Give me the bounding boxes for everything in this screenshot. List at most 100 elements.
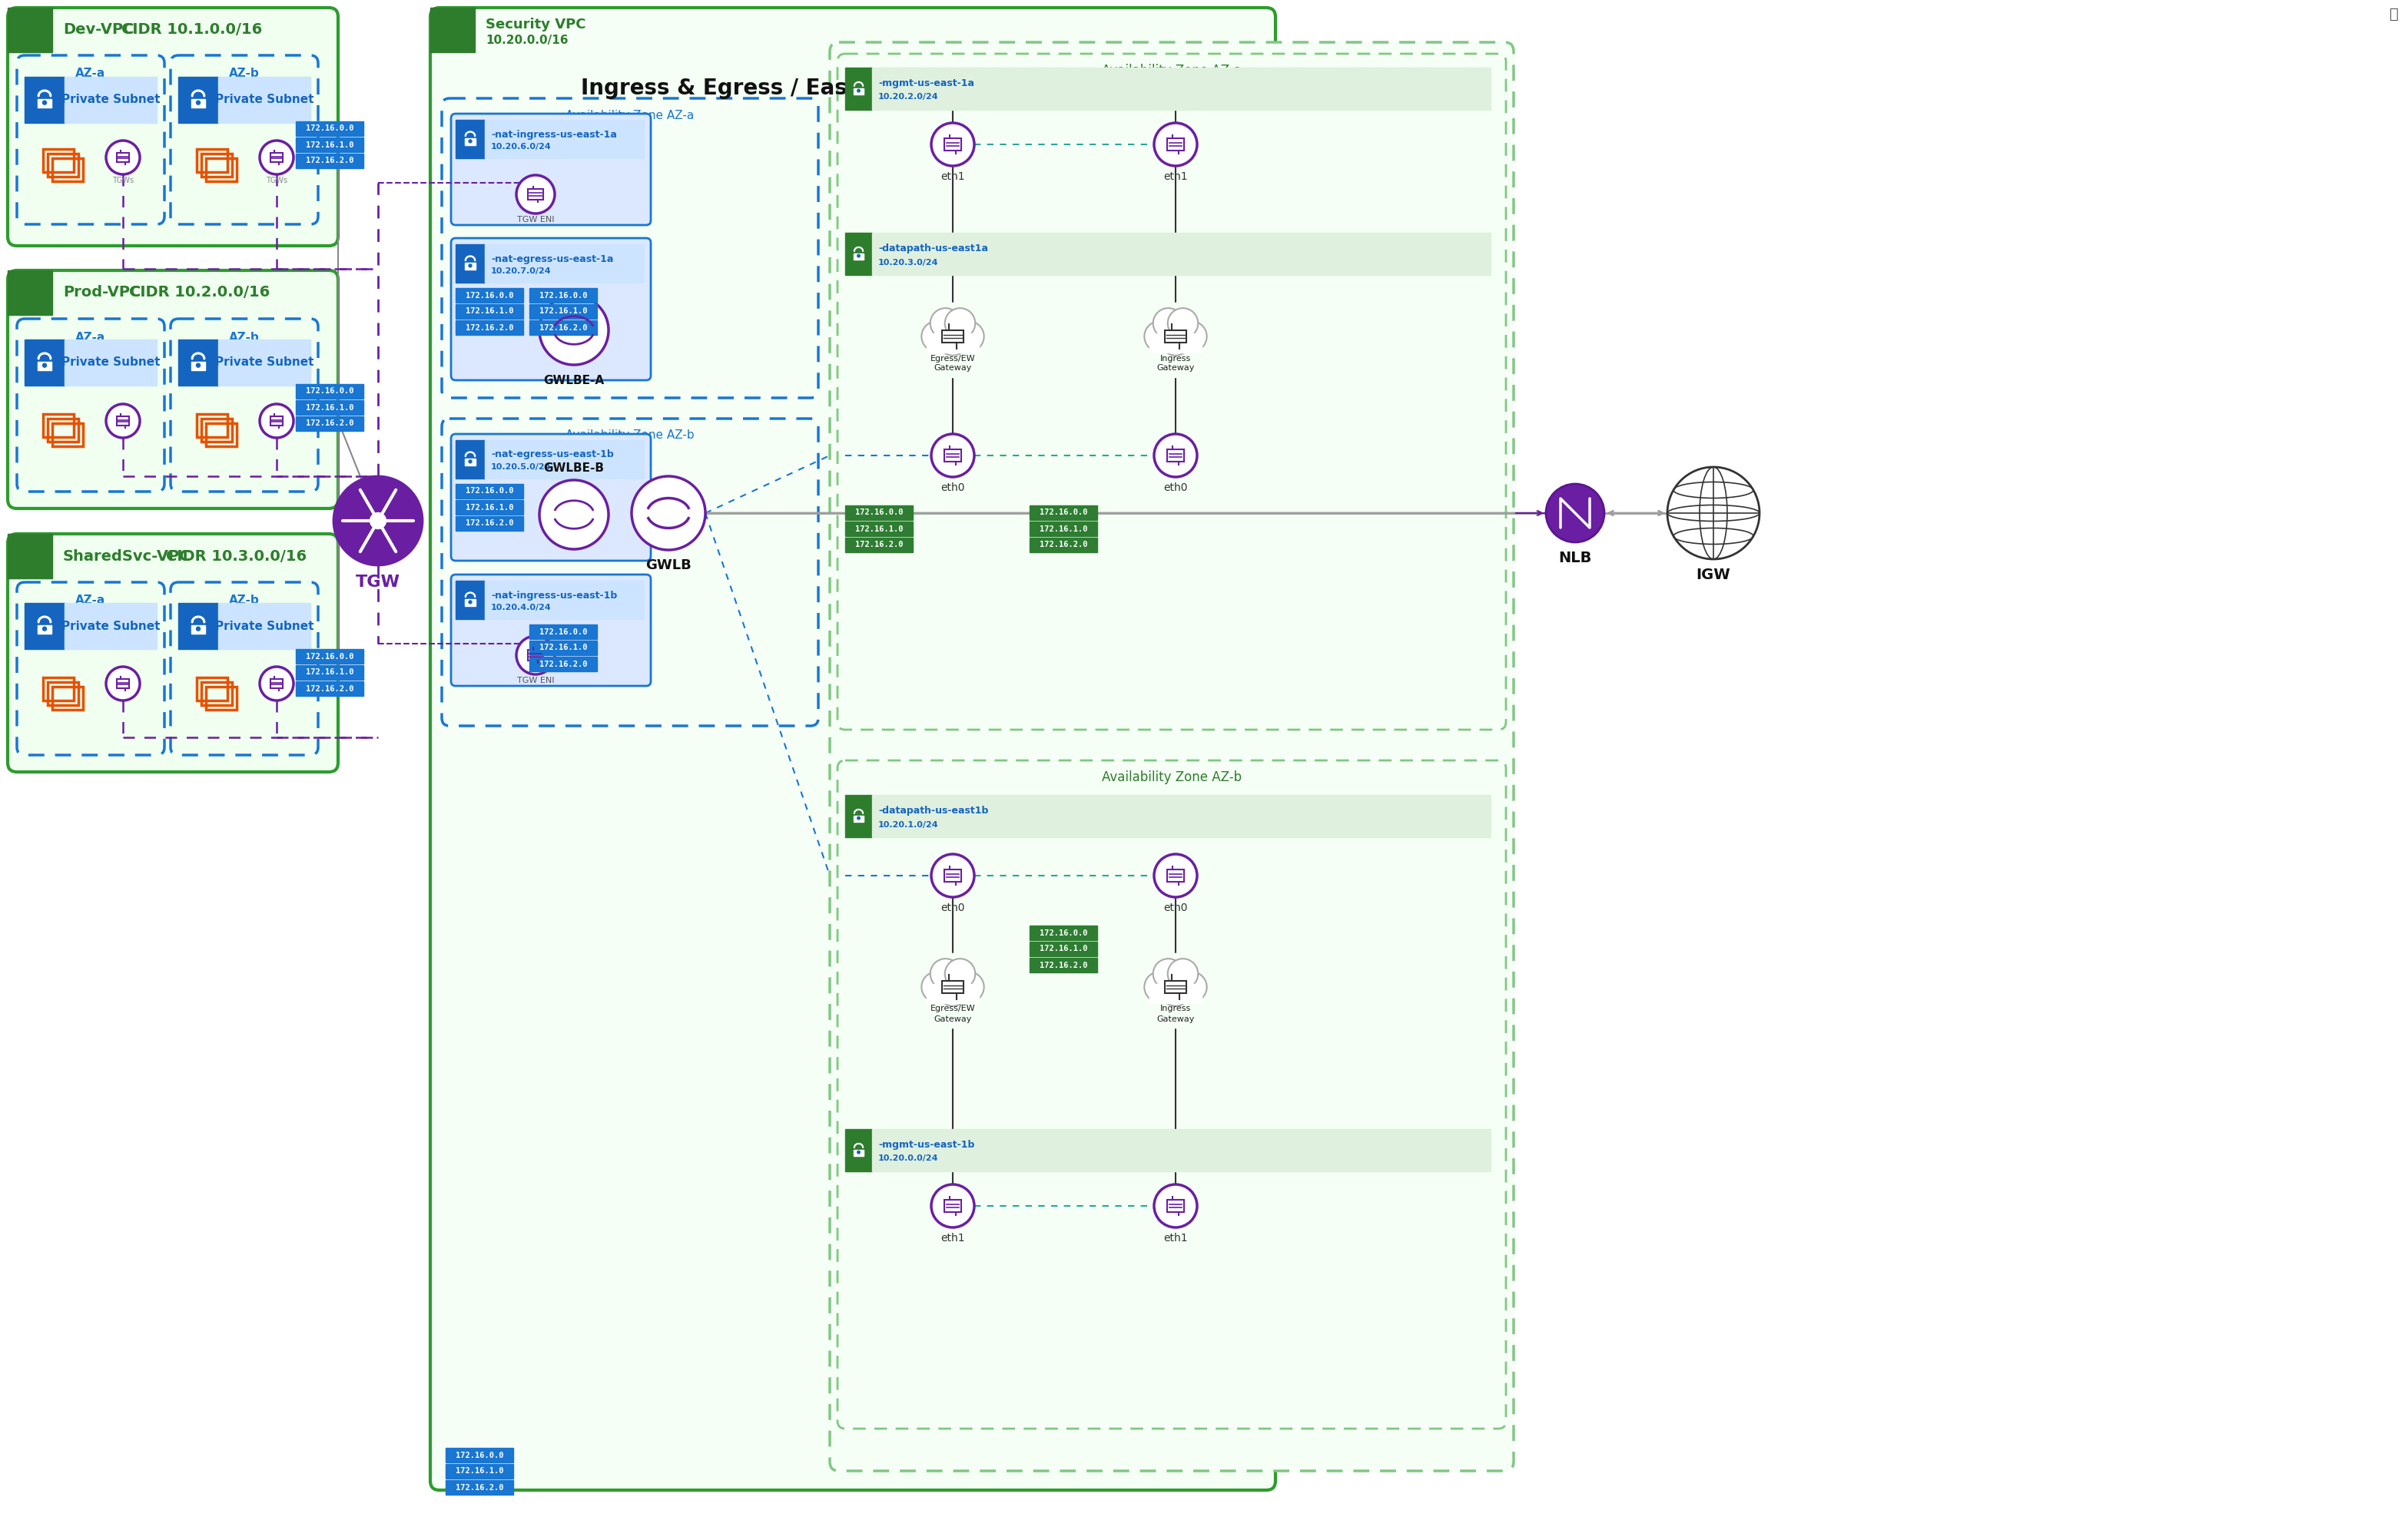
Text: 172.16.0.0: 172.16.0.0	[306, 387, 354, 396]
Text: Availability Zone AZ-a: Availability Zone AZ-a	[566, 109, 694, 121]
Text: -datapath-us-east1a: -datapath-us-east1a	[879, 244, 987, 253]
Text: 10.20.0.0/24: 10.20.0.0/24	[879, 1154, 939, 1162]
Circle shape	[857, 90, 860, 93]
Bar	[24, 555, 36, 560]
Bar	[455, 320, 523, 335]
Bar	[942, 981, 963, 994]
Text: eth0: eth0	[1163, 482, 1187, 493]
Circle shape	[1144, 972, 1175, 1003]
Bar	[116, 416, 130, 426]
Bar	[48, 153, 79, 176]
Bar	[39, 99, 51, 108]
Circle shape	[24, 285, 31, 294]
Bar	[207, 158, 236, 181]
Text: 172.16.1.0: 172.16.1.0	[465, 504, 513, 511]
Text: Availability Zone AZ-a: Availability Zone AZ-a	[1103, 64, 1243, 77]
Bar	[484, 581, 643, 619]
Bar	[296, 649, 364, 663]
Bar	[197, 149, 226, 171]
Text: AZ-b: AZ-b	[229, 331, 260, 343]
Text: Gateway: Gateway	[934, 364, 973, 372]
Circle shape	[539, 296, 609, 366]
Bar	[845, 522, 913, 536]
Bar	[39, 625, 51, 634]
Circle shape	[106, 666, 140, 701]
Text: 172.16.0.0: 172.16.0.0	[1040, 928, 1088, 936]
Text: 172.16.1.0: 172.16.1.0	[539, 645, 588, 652]
Text: TGW ENI: TGW ENI	[518, 677, 554, 684]
Text: Ingress & Egress / East-West: Ingress & Egress / East-West	[580, 77, 925, 99]
Bar	[1031, 942, 1098, 956]
Circle shape	[29, 554, 39, 561]
Bar	[944, 449, 961, 461]
Bar	[845, 795, 872, 837]
Circle shape	[22, 27, 31, 35]
Bar	[53, 687, 82, 710]
Bar	[445, 1481, 513, 1494]
Text: eth0: eth0	[942, 903, 966, 913]
Text: Gateway: Gateway	[1156, 364, 1194, 372]
Bar	[7, 270, 53, 316]
Bar	[944, 869, 961, 881]
Text: Private Subnet: Private Subnet	[60, 620, 159, 631]
Text: Egress/EW: Egress/EW	[929, 355, 975, 363]
Text: -nat-egress-us-east-1a: -nat-egress-us-east-1a	[491, 253, 614, 264]
Circle shape	[26, 288, 34, 297]
Text: ⤢: ⤢	[2389, 6, 2398, 21]
FancyBboxPatch shape	[7, 270, 337, 508]
Text: 172.16.0.0: 172.16.0.0	[1040, 508, 1088, 517]
Text: TGWs: TGWs	[265, 176, 287, 185]
Text: TGW: TGW	[356, 575, 400, 590]
Text: 172.16.0.0: 172.16.0.0	[465, 487, 513, 495]
Text: 10.20.3.0/24: 10.20.3.0/24	[879, 258, 939, 265]
Circle shape	[539, 479, 609, 549]
Bar	[455, 305, 523, 319]
Bar	[927, 334, 980, 352]
Bar	[270, 153, 284, 162]
Bar	[197, 414, 226, 437]
Text: CIDR 10.3.0.0/16: CIDR 10.3.0.0/16	[166, 549, 306, 563]
Bar	[296, 400, 364, 414]
Circle shape	[332, 476, 421, 566]
Text: 172.16.0.0: 172.16.0.0	[855, 508, 903, 517]
Bar	[944, 138, 961, 150]
Circle shape	[453, 27, 460, 35]
Circle shape	[1546, 484, 1604, 542]
Bar	[455, 120, 484, 158]
Circle shape	[944, 959, 975, 989]
Bar	[944, 1200, 961, 1212]
Circle shape	[944, 308, 975, 338]
Circle shape	[1161, 325, 1190, 355]
Bar	[24, 340, 65, 385]
Text: Availability Zone AZ-b: Availability Zone AZ-b	[566, 429, 694, 441]
Text: eth1: eth1	[1163, 171, 1187, 182]
Circle shape	[448, 26, 458, 33]
Circle shape	[445, 27, 453, 35]
Circle shape	[26, 552, 34, 560]
Text: AZ-a: AZ-a	[75, 68, 106, 79]
Bar	[845, 1129, 872, 1171]
Text: -datapath-us-east1b: -datapath-us-east1b	[879, 806, 987, 816]
Circle shape	[631, 476, 706, 551]
Bar	[1165, 981, 1187, 994]
Circle shape	[1168, 308, 1199, 338]
Bar	[872, 68, 1491, 109]
Text: IGW: IGW	[1695, 567, 1731, 583]
Bar	[24, 29, 36, 35]
Text: 172.16.2.0: 172.16.2.0	[465, 323, 513, 331]
Bar	[43, 678, 75, 701]
Circle shape	[24, 23, 31, 32]
Bar	[484, 244, 643, 282]
Bar	[455, 501, 523, 514]
Bar	[270, 416, 284, 426]
Bar	[530, 625, 597, 639]
Text: Security VPC: Security VPC	[486, 18, 585, 32]
Circle shape	[1153, 854, 1197, 897]
Bar	[296, 121, 364, 137]
Bar	[855, 815, 864, 822]
Text: Private Subnet: Private Subnet	[214, 94, 313, 106]
Bar	[219, 340, 311, 385]
Text: CIDR 10.2.0.0/16: CIDR 10.2.0.0/16	[130, 285, 270, 300]
Text: 172.16.2.0: 172.16.2.0	[1040, 542, 1088, 549]
Bar	[455, 516, 523, 531]
